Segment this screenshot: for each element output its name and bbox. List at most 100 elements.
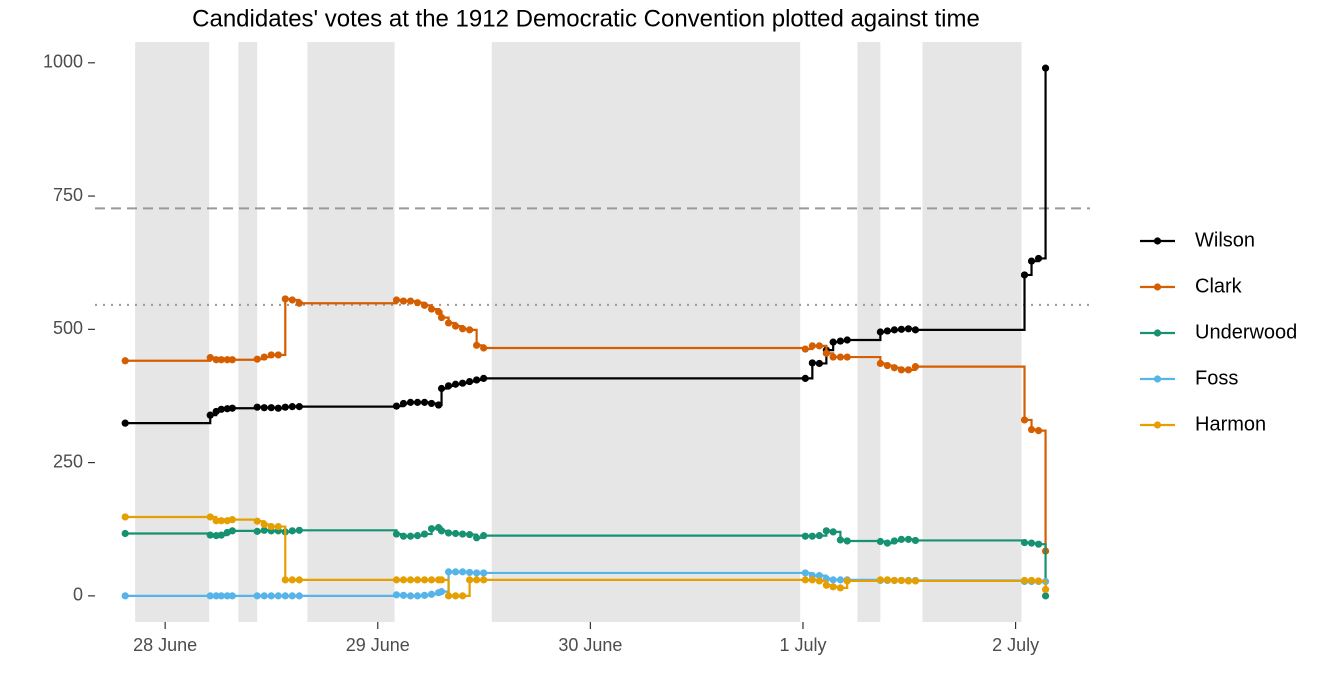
data-point (815, 572, 823, 580)
data-point (288, 403, 296, 411)
shaded-period (307, 42, 395, 622)
data-point (466, 576, 474, 584)
data-point (427, 525, 436, 533)
data-point (223, 592, 231, 600)
data-point (843, 353, 851, 361)
chart-title: Candidates' votes at the 1912 Democratic… (192, 5, 980, 32)
data-point (466, 568, 474, 577)
data-point (890, 364, 899, 372)
data-point (808, 359, 816, 367)
data-point (260, 592, 268, 600)
data-point (897, 366, 906, 374)
data-point (473, 534, 481, 542)
data-point (406, 592, 415, 600)
data-point (444, 382, 453, 390)
data-point (260, 526, 268, 534)
x-tick-label: 1 July (779, 635, 826, 655)
data-point (434, 308, 443, 316)
data-point (1027, 576, 1036, 585)
data-point (399, 576, 408, 584)
data-point (420, 301, 429, 309)
data-point (406, 532, 415, 540)
data-point (911, 536, 920, 545)
data-point (413, 532, 422, 540)
data-point (217, 405, 225, 413)
data-point (399, 297, 408, 305)
data-point (437, 314, 446, 322)
data-point (876, 537, 884, 546)
data-point (413, 398, 422, 406)
data-point (451, 529, 460, 538)
data-point (260, 520, 268, 529)
data-point (253, 403, 261, 411)
data-point (427, 399, 436, 408)
data-point (274, 592, 282, 600)
data-point (413, 576, 422, 584)
data-point (406, 576, 415, 584)
data-point (883, 539, 891, 547)
data-point (466, 530, 474, 539)
data-point (451, 592, 460, 600)
data-point (260, 353, 268, 361)
data-point (267, 351, 275, 359)
data-point (420, 398, 429, 406)
data-point (437, 384, 446, 393)
data-point (843, 577, 851, 585)
shaded-period (491, 42, 801, 622)
data-point (444, 592, 453, 600)
data-point (836, 584, 844, 592)
y-tick-label: 500 (53, 318, 83, 338)
legend-point (1153, 375, 1162, 383)
data-point (480, 576, 488, 584)
data-point (458, 530, 467, 538)
shaded-period (238, 42, 258, 622)
data-point (413, 592, 422, 600)
data-point (444, 568, 453, 576)
data-point (420, 530, 429, 538)
data-point (1027, 257, 1036, 265)
data-point (1020, 538, 1029, 547)
data-point (822, 349, 830, 357)
data-point (473, 341, 481, 349)
data-point (829, 583, 837, 591)
data-point (420, 591, 429, 599)
data-point (1041, 64, 1050, 72)
data-point (217, 356, 225, 364)
x-tick-label: 30 June (558, 635, 622, 655)
data-point (253, 592, 261, 600)
data-point (121, 529, 129, 538)
data-point (399, 399, 408, 408)
data-point (1034, 427, 1043, 435)
data-point (883, 576, 891, 584)
data-point (876, 328, 884, 336)
data-point (206, 592, 214, 600)
data-point (473, 569, 481, 577)
data-point (829, 576, 837, 584)
data-point (392, 296, 401, 304)
data-point (480, 532, 488, 540)
data-point (876, 576, 884, 584)
data-point (1020, 576, 1029, 585)
data-point (815, 577, 823, 585)
data-point (466, 326, 474, 334)
data-point (904, 366, 913, 374)
data-point (829, 338, 837, 346)
data-point (253, 517, 261, 525)
data-point (1027, 425, 1036, 434)
data-point (437, 576, 446, 584)
data-point (911, 326, 920, 334)
y-tick-label: 1000 (43, 52, 83, 72)
data-point (843, 336, 851, 344)
data-point (288, 527, 296, 535)
data-point (281, 295, 289, 303)
data-point (121, 592, 129, 600)
legend-label: Clark (1195, 275, 1243, 297)
data-point (1020, 416, 1029, 424)
data-point (904, 325, 913, 333)
data-point (1020, 271, 1029, 279)
data-point (836, 337, 844, 345)
data-point (1041, 585, 1050, 594)
data-point (253, 527, 261, 535)
data-point (228, 404, 236, 412)
data-point (829, 528, 837, 536)
